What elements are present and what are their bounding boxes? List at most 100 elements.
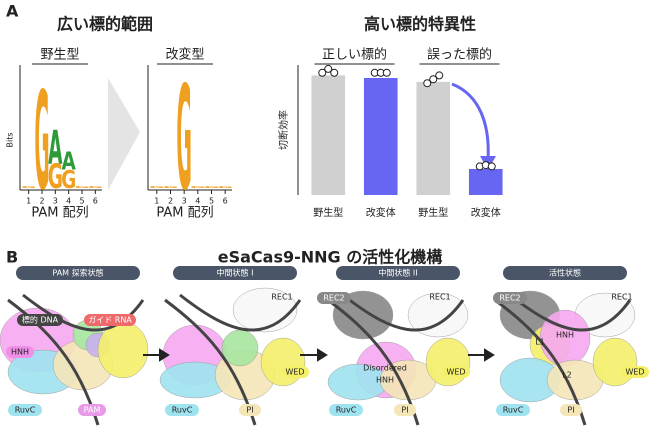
x-tick-label: 野生型 [313,206,343,219]
logo-letter: G [88,186,103,189]
stage-title: 活性状態 [549,268,581,278]
logo-title: 改変型 [165,47,204,63]
domain-label: HNH [11,348,29,357]
x-tick-label: 改変体 [366,206,396,219]
stage-pill [16,266,140,280]
domain-shape [592,337,638,387]
arrows [143,348,495,362]
panel-title: 高い標的特異性 [364,15,476,34]
domain-label: PI [401,406,408,415]
data-point [423,79,432,88]
x-tick-label: 改変体 [471,206,501,219]
x-tick-label: 2 [39,197,44,206]
domain-label: L1 [535,338,545,347]
domain-label: HNH [556,331,574,340]
x-tick-label: 2 [168,197,173,206]
dna [164,293,302,426]
logo-letter: G [149,186,165,189]
domain-label: RuvC [15,406,36,415]
domain-label: Disordered [363,364,407,373]
x-tick-label: 6 [93,197,98,206]
domain-label: REC1 [429,293,450,302]
arrow [451,82,490,161]
panel-label: B [6,248,18,267]
domain-label: HNH [376,376,394,385]
data-point [429,75,438,84]
label-pill [17,314,63,326]
x-tick-label: 4 [195,197,200,206]
stage-pill [173,266,297,280]
label-pill [560,404,582,416]
x-tick-label: 5 [79,197,84,206]
stage-title: PAM 探索状態 [52,268,103,278]
logo-letter: G [190,186,206,189]
label-pill [165,404,199,416]
logo-letter: G [74,186,89,189]
domain-shape [221,329,259,367]
chevron [108,78,140,190]
panel-label: A [6,2,19,21]
bar [363,78,398,195]
y-label: 切断効率 [277,110,290,150]
label-pill [621,366,649,378]
label-pill [317,292,351,304]
domain-label: L2 [562,371,572,380]
dna [327,293,465,426]
domain-label: RuvC [172,406,193,415]
x-tick-label: 4 [66,197,71,206]
label-pill [496,404,530,416]
domain-label: REC2 [499,294,520,303]
bar [311,75,346,195]
domain-shape [97,321,149,379]
domain-shape [425,337,471,387]
data-point [318,68,327,77]
x-tick-label: 3 [53,197,58,206]
domain-label: RuvC [503,406,524,415]
domain-label: PI [246,406,253,415]
labels: 標的 DNA ガイド RNA HNH RuvC PAM REC1 WED RuvC PI REC2… [6,292,649,416]
domain-label: PI [567,406,574,415]
domain-label: 標的 DNA [22,315,59,325]
domain-shape [407,292,469,338]
x-tick-label: 1 [154,197,159,206]
domain-label: WED [625,368,644,377]
dna [494,293,632,426]
panel-title: eSaCas9-NNG の活性化機構 [218,248,443,267]
domain-shape [260,337,306,387]
label-pill [6,346,34,358]
label-pill [493,292,527,304]
x-tick-label: 1 [26,197,31,206]
x-label: PAM 配列 [31,206,88,221]
logo-letter: G [21,186,36,189]
label-pill [78,404,106,416]
domain-label: PAM [84,406,101,415]
x-tick-label: 6 [223,197,228,206]
logo-letter: G [61,165,76,195]
stage-title: 中間状態 II [378,268,417,278]
label-pill [329,404,363,416]
label-pill [239,404,261,416]
label-pill [281,366,309,378]
logo-letter: G [163,186,179,189]
bar [416,81,451,195]
stage-pill [503,266,627,280]
data-point [487,162,496,171]
logo-letter: G [204,186,220,189]
logo-letter: G [48,158,63,196]
x-label: PAM 配列 [156,206,213,221]
structures: PAM 探索状態 中間状態 I 中間状態 II 活性状態 [0,266,638,426]
domain-label: RuvC [336,406,357,415]
x-tick-label: 5 [209,197,214,206]
group-label: 誤った標的 [427,47,492,63]
domain-label: ガイド RNA [88,315,132,325]
logo-letter: A [48,121,63,175]
domain-label: REC1 [611,293,632,302]
logo-letter: G [34,63,49,220]
stage-pill [336,266,460,280]
y-label: Bits [6,132,15,147]
x-tick-label: 野生型 [418,206,448,219]
x-tick-label: 3 [182,197,187,206]
logo-letter: G [176,56,192,223]
domain-label: WED [446,368,465,377]
